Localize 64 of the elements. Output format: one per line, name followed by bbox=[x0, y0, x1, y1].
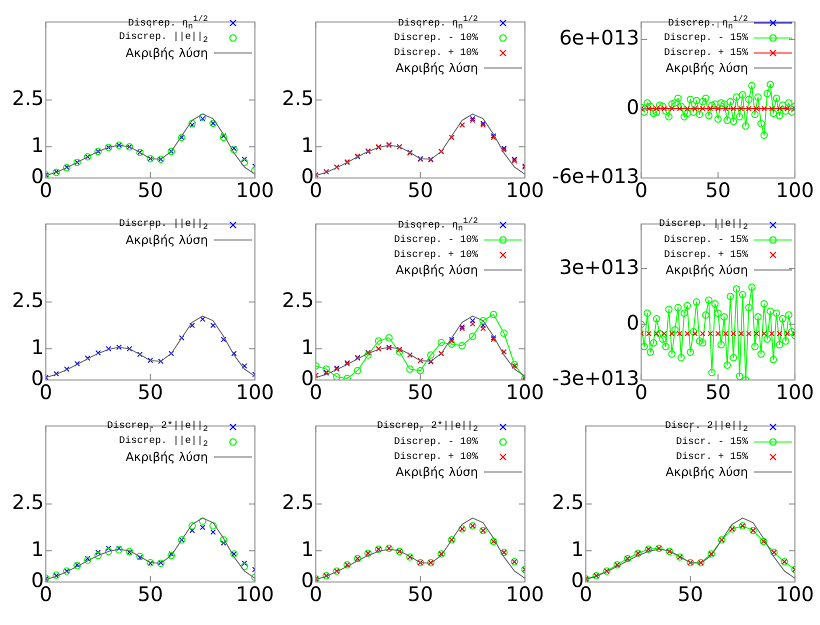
legend-label: Discrep. + 10% bbox=[394, 452, 478, 462]
y-tick-label: 1 bbox=[31, 335, 44, 360]
y-tick-label: 1 bbox=[571, 537, 584, 562]
legend-label: Ακριβής λύση bbox=[396, 465, 478, 479]
legend-label: Ακριβής λύση bbox=[126, 233, 208, 247]
legend-label: Discrep. 2*||e||$_{2}$ bbox=[106, 420, 208, 434]
y-tick-label: 6e+013 bbox=[559, 26, 640, 50]
y-tick-label: 1 bbox=[31, 537, 44, 562]
legend-label: Discr. + 15% bbox=[676, 452, 748, 462]
x-tick-label: 100 bbox=[236, 582, 274, 606]
legend-label: Discrep. - 10% bbox=[394, 436, 478, 448]
legend-label: Discrep. 2*||e||$_{2}$ bbox=[376, 420, 478, 434]
x-tick-label: 50 bbox=[138, 178, 164, 202]
legend-label: Discrep. - 15% bbox=[664, 32, 748, 44]
x-tick-label: 100 bbox=[506, 178, 544, 202]
x-tick-label: 100 bbox=[236, 178, 274, 202]
legend-label: Discrep. + 15% bbox=[664, 250, 748, 260]
legend-label: Discrep. - 10% bbox=[394, 234, 478, 246]
legend-label: Discr. - 15% bbox=[676, 436, 748, 448]
y-tick-label: 2.5 bbox=[12, 490, 44, 514]
y-tick-label: 1 bbox=[301, 133, 314, 158]
legend-label: Discrep. - 10% bbox=[394, 32, 478, 44]
x-tick-label: 100 bbox=[776, 380, 814, 404]
x-tick-label: 100 bbox=[506, 582, 544, 606]
legend-label: Ακριβής λύση bbox=[126, 46, 208, 60]
y-tick-label: 0 bbox=[626, 310, 640, 334]
x-tick-label: 100 bbox=[776, 582, 814, 606]
y-tick-label: 2.5 bbox=[282, 490, 314, 514]
y-tick-label: 3e+013 bbox=[559, 254, 640, 279]
legend-label: Ακριβής λύση bbox=[666, 61, 748, 75]
y-tick-label: 2.5 bbox=[282, 288, 314, 312]
y-tick-label: 1 bbox=[31, 133, 44, 158]
x-tick-label: 50 bbox=[705, 380, 731, 404]
legend-label: Discrep. + 10% bbox=[394, 48, 478, 58]
legend-label: Discrep. ||e||$_{2}$ bbox=[118, 32, 208, 44]
y-tick-label: 0 bbox=[626, 94, 640, 119]
legend-label: Discrep. ||e||$_{2}$ bbox=[118, 436, 208, 448]
legend-label: Ακριβής λύση bbox=[396, 263, 478, 277]
legend-label: Discrep. + 10% bbox=[394, 250, 478, 260]
legend-label: Ακριβής λύση bbox=[126, 450, 208, 464]
x-tick-label: 50 bbox=[138, 582, 164, 606]
x-tick-label: 50 bbox=[408, 178, 434, 202]
legend-label: Ακριβής λύση bbox=[666, 465, 748, 479]
x-tick-label: 50 bbox=[705, 178, 731, 202]
legend-label: Discr. 2||e||$_{2}$ bbox=[664, 420, 748, 434]
x-tick-label: 100 bbox=[236, 380, 274, 404]
x-tick-label: 50 bbox=[138, 380, 164, 404]
legend-label: Ακριβής λύση bbox=[396, 61, 478, 75]
legend-label: Discrep. + 15% bbox=[664, 48, 748, 58]
legend-label: Discrep. ||e||$_{2}$ bbox=[118, 218, 208, 232]
y-tick-label: 2.5 bbox=[12, 86, 44, 110]
y-tick-label: 1 bbox=[301, 335, 314, 360]
x-tick-label: 50 bbox=[408, 582, 434, 606]
legend-label: Discrep. ||e||$_{2}$ bbox=[658, 218, 748, 232]
y-tick-label: 2.5 bbox=[552, 490, 584, 514]
legend-label: Discrep. - 15% bbox=[664, 234, 748, 246]
x-tick-label: 100 bbox=[776, 178, 814, 202]
legend-label: Ακριβής λύση bbox=[666, 263, 748, 277]
x-tick-label: 100 bbox=[506, 380, 544, 404]
y-tick-label: 2.5 bbox=[12, 288, 44, 312]
y-tick-label: 2.5 bbox=[282, 86, 314, 110]
x-tick-label: 50 bbox=[678, 582, 704, 606]
x-tick-label: 50 bbox=[408, 380, 434, 404]
y-tick-label: 1 bbox=[301, 537, 314, 562]
